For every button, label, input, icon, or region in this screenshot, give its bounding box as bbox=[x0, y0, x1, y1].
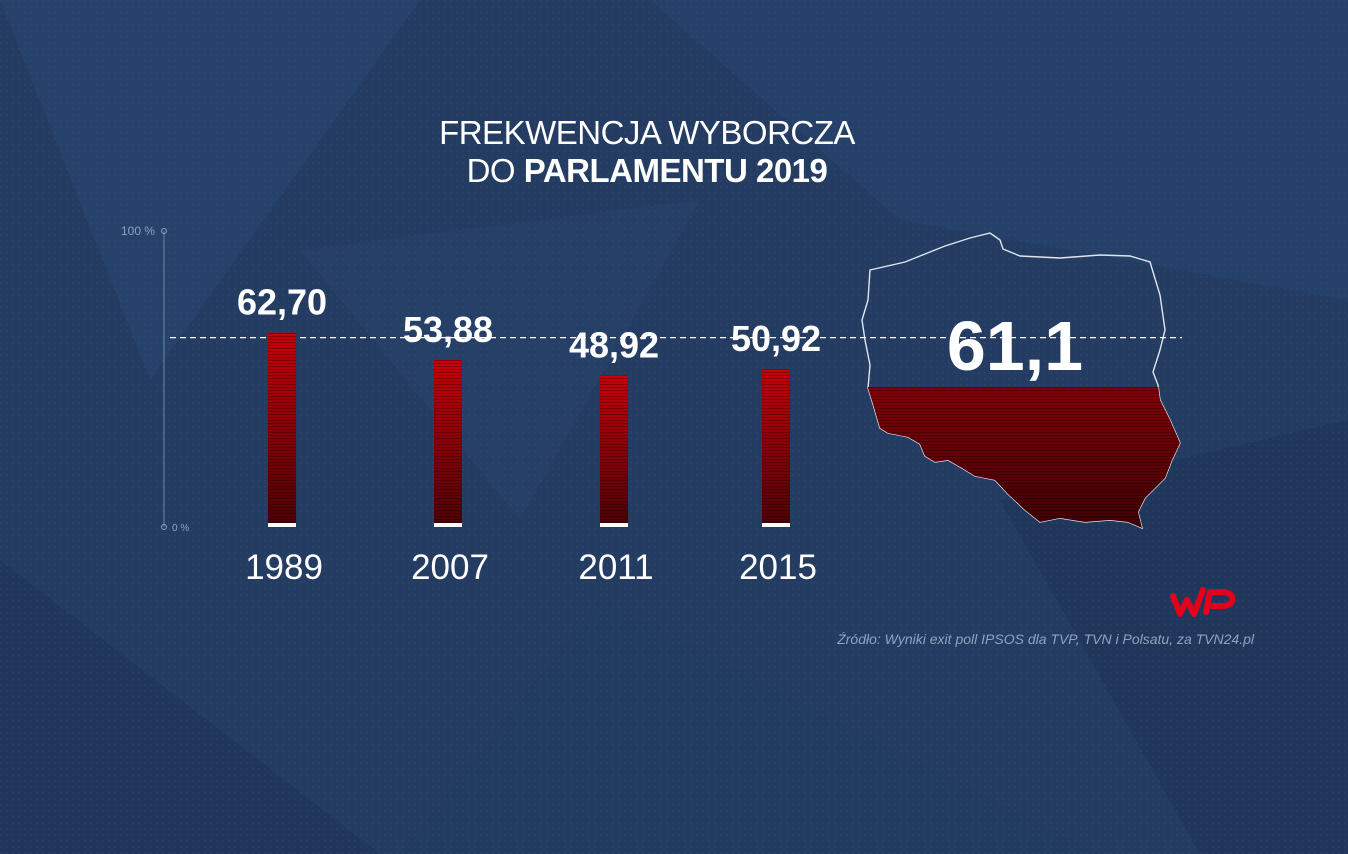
bar-base-2011 bbox=[600, 523, 628, 527]
wp-logo bbox=[1170, 587, 1236, 617]
chart-title-line-2: DO PARLAMENTU 2019 bbox=[0, 152, 1294, 190]
data-label-2007: 53,88 bbox=[403, 309, 493, 350]
poland-map-lower-stripes bbox=[868, 387, 1180, 528]
chart-title-prefix: DO bbox=[466, 152, 524, 189]
x-tick-label-2007: 2007 bbox=[411, 548, 489, 587]
y-axis-top-marker bbox=[161, 228, 167, 234]
x-tick-label-2011: 2011 bbox=[578, 548, 653, 587]
bar-base-2007 bbox=[434, 523, 462, 527]
chart-title-bold: PARLAMENTU 2019 bbox=[523, 152, 828, 189]
chart-title-line-1: FREKWENCJA WYBORCZA bbox=[439, 114, 855, 151]
data-label-1989: 62,70 bbox=[237, 282, 327, 323]
x-tick-label-1989: 1989 bbox=[245, 548, 323, 587]
y-tick-label: 0 % bbox=[172, 523, 189, 534]
bar-stripes-2015 bbox=[762, 369, 790, 527]
highlight-value-2019: 61,1 bbox=[947, 307, 1083, 385]
bar-stripes-1989 bbox=[268, 332, 296, 527]
y-tick-label: 100 % bbox=[121, 224, 155, 238]
bars-group: 62,70 1989 53,88 2007 48,92 2011 50,92 2015 bbox=[237, 282, 821, 587]
x-tick-label-2015: 2015 bbox=[739, 548, 817, 587]
bar-stripes-2007 bbox=[434, 359, 462, 527]
bar-base-1989 bbox=[268, 523, 296, 527]
data-label-2015: 50,92 bbox=[731, 318, 821, 359]
source-note: Źródło: Wyniki exit poll IPSOS dla TVP, … bbox=[837, 631, 1254, 647]
data-label-2011: 48,92 bbox=[569, 324, 659, 365]
y-axis-bottom-marker bbox=[161, 524, 167, 530]
bar-base-2015 bbox=[762, 523, 790, 527]
bar-stripes-2011 bbox=[600, 375, 628, 527]
